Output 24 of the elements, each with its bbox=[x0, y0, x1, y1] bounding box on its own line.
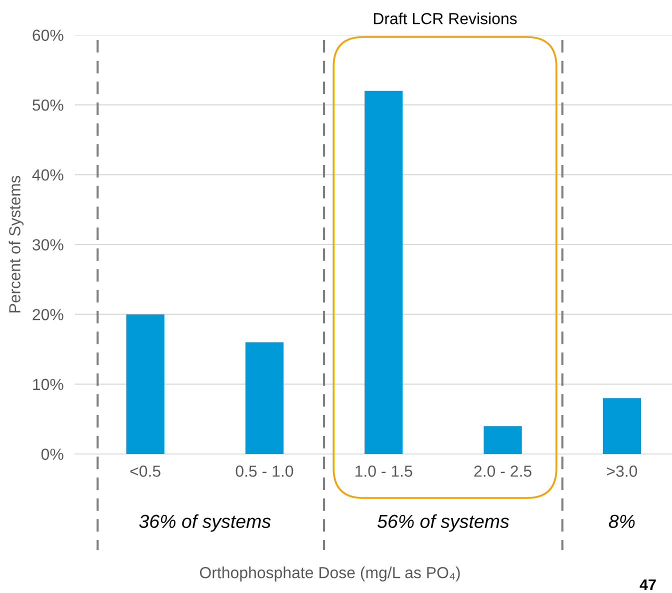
text: Orthophosphate Dose (mg/L as PO₄) bbox=[200, 566, 460, 582]
text: 56% of systems bbox=[377, 514, 509, 532]
text: 36% of systems bbox=[139, 514, 271, 532]
text: Draft LCR Revisions bbox=[374, 12, 517, 24]
y-tick-label: 30% bbox=[32, 239, 64, 250]
text: 8% bbox=[608, 514, 635, 528]
x-tick-label: 2.0 - 2.5 bbox=[474, 466, 532, 477]
y-tick-label: 10% bbox=[33, 378, 64, 390]
y-tick-label: 20% bbox=[32, 308, 64, 320]
text: 47 bbox=[640, 579, 656, 590]
bar bbox=[126, 314, 164, 454]
x-tick-label: <0.5 bbox=[130, 466, 160, 477]
y-axis-title: Percent of Systems bbox=[8, 176, 24, 312]
bar bbox=[364, 90, 403, 454]
x-tick-label: 1.0 - 1.5 bbox=[356, 466, 412, 477]
y-tick-label: 50% bbox=[32, 99, 64, 111]
bar bbox=[245, 342, 284, 454]
bar bbox=[602, 398, 642, 454]
y-tick-label: 0% bbox=[41, 448, 64, 460]
x-tick-label: >3.0 bbox=[606, 466, 638, 477]
y-tick-label: 60% bbox=[32, 30, 64, 41]
x-tick-label: 0.5 - 1.0 bbox=[236, 466, 294, 477]
bar bbox=[484, 426, 522, 454]
y-tick-label: 40% bbox=[32, 169, 64, 181]
